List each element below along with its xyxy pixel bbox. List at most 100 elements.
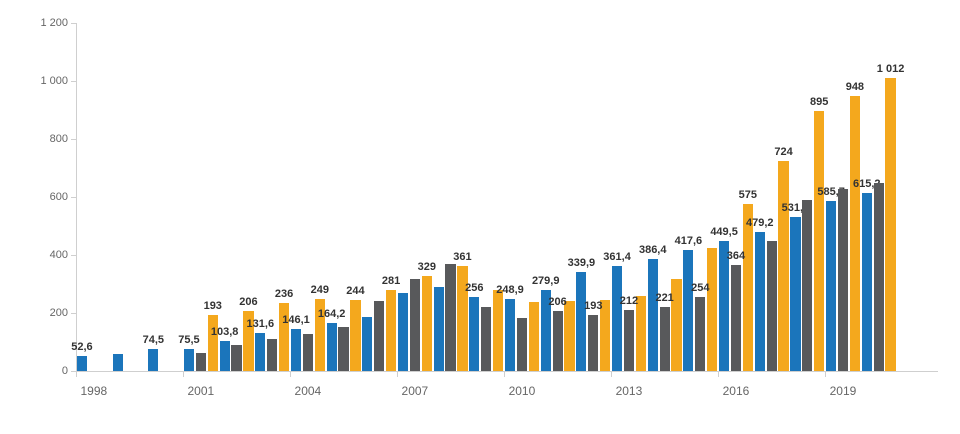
x-axis-year-label: 1998 — [80, 384, 108, 398]
x-axis-year-label: 2016 — [722, 384, 750, 398]
x-axis-year-label: 2001 — [187, 384, 215, 398]
bar-label-blue-series-2015: 417,6 — [674, 234, 703, 247]
bar-yellow-series-2007[interactable] — [421, 275, 432, 371]
bar-blue-series-2000[interactable] — [148, 349, 159, 371]
y-axis-tick — [71, 80, 76, 82]
bar-blue-series-2006[interactable] — [362, 317, 373, 371]
bar-blue-series-2018[interactable] — [790, 216, 801, 371]
bar-gray-series-2012[interactable] — [588, 315, 599, 371]
bar-label-gray-series-2015: 254 — [691, 282, 710, 295]
bar-yellow-series-2019[interactable] — [849, 96, 860, 371]
bar-label-blue-series-1998: 52,6 — [71, 340, 93, 353]
bar-label-blue-series-2004: 146,1 — [282, 313, 310, 326]
bar-yellow-series-2014[interactable] — [671, 279, 682, 371]
bar-yellow-series-2016[interactable] — [742, 204, 753, 371]
bar-label-yellow-series-2017: 724 — [774, 146, 793, 159]
bar-yellow-series-2005[interactable] — [350, 300, 361, 371]
bar-label-blue-series-2013: 361,4 — [603, 251, 631, 264]
bar-gray-series-2013[interactable] — [623, 309, 635, 371]
bar-label-yellow-series-2007: 329 — [417, 260, 436, 273]
bar-gray-series-2010[interactable] — [516, 318, 528, 371]
bar-blue-series-2011[interactable] — [540, 289, 551, 371]
bar-gray-series-2003[interactable] — [267, 339, 278, 371]
bar-yellow-series-2008[interactable] — [457, 266, 468, 371]
bar-blue-series-1999[interactable] — [112, 353, 123, 371]
bar-label-yellow-series-2003: 236 — [274, 287, 294, 300]
bar-blue-series-2005[interactable] — [326, 323, 337, 371]
bar-gray-series-2011[interactable] — [552, 311, 563, 371]
bar-gray-series-2015[interactable] — [695, 297, 706, 371]
y-axis-tick — [71, 22, 76, 24]
bar-label-blue-series-2001: 75,5 — [178, 334, 200, 347]
y-axis-tick-label: 400 — [49, 249, 68, 261]
bar-blue-series-2015[interactable] — [683, 249, 694, 371]
bar-label-yellow-series-2001: 193 — [203, 300, 222, 313]
bar-label-blue-series-2010: 248,9 — [496, 283, 524, 296]
bar-blue-series-1998[interactable] — [76, 355, 88, 371]
bar-yellow-series-2009[interactable] — [493, 289, 504, 371]
bar-gray-series-2005[interactable] — [338, 326, 349, 371]
bar-label-yellow-series-2005: 244 — [346, 285, 365, 298]
bar-blue-series-2020[interactable] — [861, 192, 872, 371]
bar-gray-series-2018[interactable] — [802, 199, 813, 371]
bar-yellow-series-2006[interactable] — [386, 289, 397, 371]
bar-blue-series-2019[interactable] — [826, 201, 837, 371]
bar-gray-series-2004[interactable] — [302, 334, 313, 371]
bar-yellow-series-2017[interactable] — [778, 161, 789, 371]
bar-gray-series-2008[interactable] — [445, 264, 456, 371]
bar-label-yellow-series-2008: 361 — [453, 251, 472, 264]
bar-blue-series-2009[interactable] — [469, 296, 480, 371]
y-axis-tick-label: 800 — [49, 133, 68, 145]
bar-blue-series-2013[interactable] — [611, 266, 623, 371]
bar-blue-series-2003[interactable] — [255, 332, 266, 371]
y-axis-tick-label: 1 200 — [40, 17, 68, 29]
bar-yellow-series-2012[interactable] — [600, 299, 611, 371]
y-axis-tick-label: 200 — [49, 307, 68, 319]
bar-blue-series-2010[interactable] — [504, 298, 516, 371]
bar-label-gray-series-2011: 206 — [548, 296, 567, 309]
bar-gray-series-2002[interactable] — [231, 344, 242, 371]
x-axis-tick — [504, 372, 506, 377]
bar-label-gray-series-2012: 193 — [584, 300, 603, 313]
bar-label-blue-series-2016: 449,5 — [710, 225, 738, 238]
bar-blue-series-2002[interactable] — [219, 340, 230, 371]
bar-blue-series-2001[interactable] — [183, 349, 195, 371]
y-axis-tick — [71, 138, 76, 140]
bar-gray-series-2019[interactable] — [837, 189, 849, 371]
bar-yellow-series-2013[interactable] — [635, 295, 646, 371]
bar-yellow-series-2015[interactable] — [707, 247, 718, 371]
bar-yellow-series-2004[interactable] — [314, 298, 325, 371]
bar-yellow-series-2018[interactable] — [814, 111, 825, 371]
bar-gray-series-2014[interactable] — [659, 306, 670, 371]
bar-gray-series-2009[interactable] — [481, 306, 492, 371]
bar-gray-series-2017[interactable] — [766, 240, 777, 371]
bar-label-blue-series-2005: 164,2 — [317, 308, 346, 321]
bar-yellow-series-2020[interactable] — [885, 77, 896, 371]
bar-label-gray-series-2014: 221 — [655, 291, 674, 304]
bar-blue-series-2017[interactable] — [754, 232, 765, 371]
bar-label-yellow-series-2016: 575 — [738, 189, 758, 202]
bar-blue-series-2004[interactable] — [290, 328, 302, 371]
bar-label-gray-series-2016: 364 — [726, 250, 746, 263]
y-axis-tick-label: 1 000 — [40, 75, 68, 87]
bar-yellow-series-2010[interactable] — [528, 301, 539, 371]
bar-gray-series-2001[interactable] — [195, 353, 206, 371]
x-axis-tick — [183, 372, 185, 377]
bar-yellow-series-2003[interactable] — [279, 302, 290, 371]
bar-gray-series-2016[interactable] — [730, 265, 742, 371]
bar-blue-series-2014[interactable] — [647, 258, 658, 371]
x-axis-year-label: 2004 — [294, 384, 322, 398]
bar-yellow-series-2002[interactable] — [243, 311, 254, 371]
bar-yellow-series-2001[interactable] — [207, 315, 218, 371]
bar-blue-series-2007[interactable] — [397, 293, 409, 371]
bar-blue-series-2012[interactable] — [576, 272, 587, 371]
bar-blue-series-2016[interactable] — [718, 240, 730, 371]
bar-gray-series-2006[interactable] — [374, 301, 385, 371]
bar-yellow-series-2011[interactable] — [564, 301, 575, 371]
bar-gray-series-2020[interactable] — [873, 182, 884, 371]
bar-blue-series-2008[interactable] — [433, 287, 444, 371]
x-axis-tick — [397, 372, 399, 377]
bar-gray-series-2007[interactable] — [409, 279, 420, 371]
y-axis-tick — [71, 312, 76, 314]
